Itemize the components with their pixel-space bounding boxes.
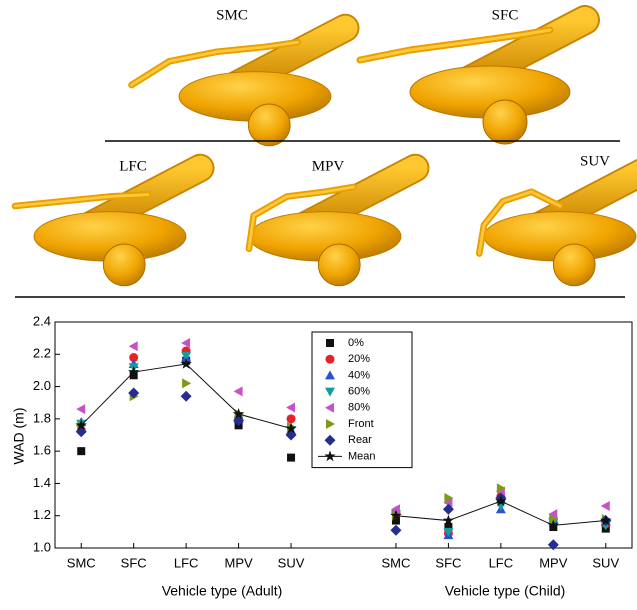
- marker: [182, 378, 191, 388]
- model-label: SMC: [216, 7, 248, 23]
- x-tick-label: LFC: [489, 555, 514, 570]
- legend-label: 60%: [348, 386, 370, 398]
- marker: [286, 403, 295, 413]
- y-tick-label: 1.0: [33, 539, 51, 554]
- legend-label: Front: [348, 418, 374, 430]
- model-label: MPV: [312, 158, 345, 174]
- legend-label: Rear: [348, 434, 372, 446]
- marker: [77, 447, 85, 455]
- model-label: SUV: [580, 153, 610, 169]
- marker: [181, 338, 190, 348]
- x-tick-label: MPV: [225, 555, 254, 570]
- y-tick-label: 2.4: [33, 313, 51, 328]
- marker: [129, 341, 138, 351]
- y-tick-label: 1.4: [33, 475, 51, 490]
- x-tick-label: LFC: [174, 555, 199, 570]
- x-group-label: Vehicle type (Child): [445, 583, 566, 599]
- chart: WAD (m) Vehicle type (Adult) Vehicle typ…: [11, 313, 632, 598]
- y-tick-label: 1.2: [33, 507, 51, 522]
- legend-label: Mean: [348, 450, 376, 462]
- marker: [76, 404, 85, 414]
- vehicle: [15, 168, 200, 286]
- legend-label: 40%: [348, 369, 370, 381]
- marker: [287, 454, 295, 462]
- vehicle: [132, 28, 346, 146]
- marker: [181, 391, 192, 402]
- y-tick-label: 2.0: [33, 378, 51, 393]
- model-label: SFC: [492, 7, 519, 23]
- model-label: LFC: [119, 158, 147, 174]
- wheel: [103, 244, 145, 286]
- marker: [234, 386, 243, 396]
- y-axis-label: WAD (m): [11, 407, 27, 464]
- legend-marker: [326, 339, 334, 347]
- marker: [287, 414, 296, 423]
- x-tick-label: SUV: [592, 555, 619, 570]
- marker: [548, 539, 559, 550]
- marker: [390, 525, 401, 536]
- y-tick-label: 1.8: [33, 410, 51, 425]
- x-tick-label: SUV: [278, 555, 305, 570]
- x-tick-label: SMC: [67, 555, 96, 570]
- wheel: [318, 244, 360, 286]
- y-tick-label: 2.2: [33, 346, 51, 361]
- x-tick-label: SFC: [435, 555, 461, 570]
- x-tick-label: SMC: [382, 555, 411, 570]
- legend-marker: [326, 355, 335, 364]
- legend-label: 20%: [348, 353, 370, 365]
- vehicle: [360, 20, 585, 144]
- x-tick-label: MPV: [539, 555, 568, 570]
- wheel: [483, 100, 527, 144]
- x-tick-label: SFC: [121, 555, 147, 570]
- wheel: [248, 104, 290, 146]
- y-tick-label: 1.6: [33, 443, 51, 458]
- x-group-label: Vehicle type (Adult): [162, 583, 283, 599]
- vehicle: [249, 168, 415, 286]
- legend-label: 0%: [348, 337, 364, 349]
- vehicle: [479, 168, 637, 286]
- legend-label: 80%: [348, 402, 370, 414]
- vehicle-models: [15, 20, 637, 286]
- wheel: [553, 244, 595, 286]
- marker: [601, 501, 610, 511]
- figure: SMC SFC LFC MPV SUV WAD (m) Vehicle type…: [0, 0, 637, 605]
